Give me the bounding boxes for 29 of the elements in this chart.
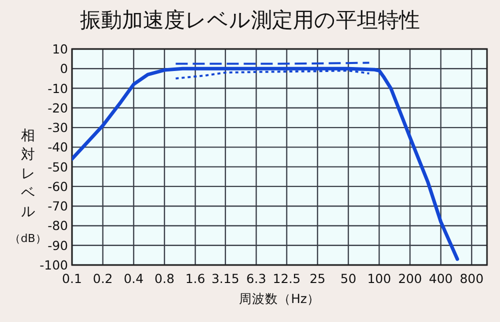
y-tick-label: -20	[48, 100, 68, 116]
y-axis-title: 相対レベル（dB）	[10, 128, 46, 245]
x-tick-label: 800	[460, 271, 484, 286]
x-tick-label: 200	[398, 271, 422, 286]
y-tick-label: -100	[40, 258, 68, 272]
y-tick-label: -50	[48, 159, 68, 174]
y-tick-label: -70	[48, 198, 68, 214]
y-tick-label: 0	[60, 61, 68, 76]
x-tick-label: 12.5	[272, 271, 301, 286]
y-tick-label: -30	[48, 120, 68, 136]
y-tick-label: -40	[48, 140, 68, 155]
chart-title: 振動加速度レベル測定用の平坦特性	[80, 8, 420, 32]
x-tick-label: 1.6	[185, 271, 206, 286]
x-tick-label: 0.1	[62, 271, 82, 286]
x-tick-label: 50	[340, 271, 356, 286]
y-tick-label: -10	[48, 80, 68, 96]
x-tick-label: 25	[310, 271, 326, 286]
x-tick-label: 6.3	[246, 271, 266, 286]
x-tick-label: 400	[428, 271, 453, 286]
y-tick-label: -80	[48, 218, 68, 234]
y-tick-label: -90	[48, 238, 68, 253]
x-tick-label: 0.4	[124, 271, 144, 286]
y-tick-label: 10	[52, 42, 68, 56]
x-axis-title: 周波数（Hz）	[239, 291, 320, 306]
x-tick-label: 100	[367, 271, 392, 286]
x-tick-label: 3.15	[211, 271, 240, 286]
x-tick-label: 0.2	[92, 271, 113, 286]
y-tick-label: -60	[48, 178, 68, 194]
x-tick-label: 0.8	[154, 271, 174, 286]
